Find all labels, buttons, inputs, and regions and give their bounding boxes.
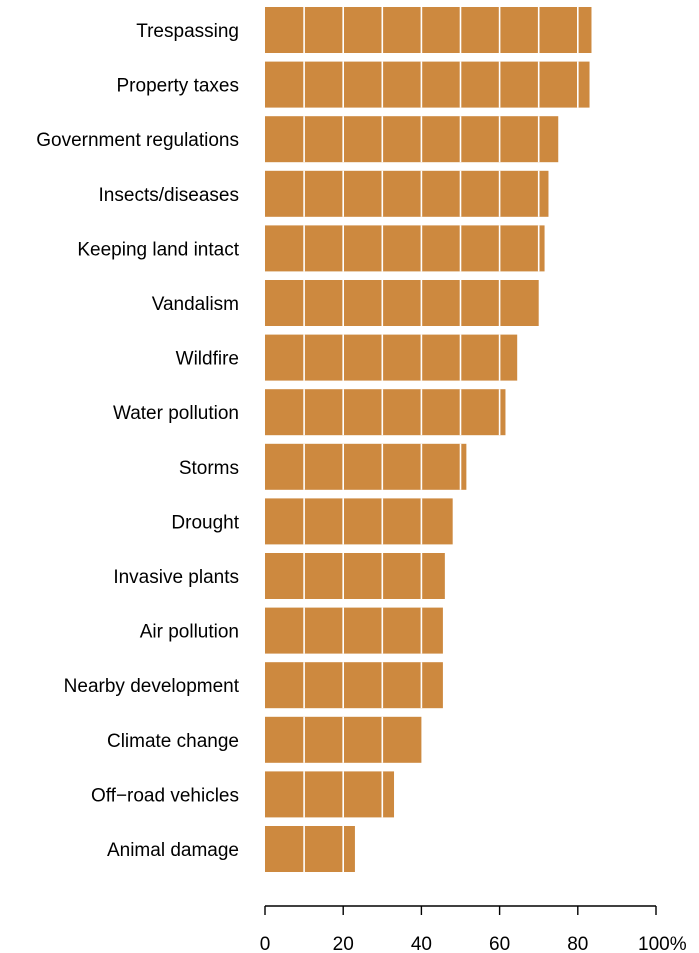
category-label: Air pollution bbox=[140, 622, 239, 643]
bar-1 bbox=[265, 7, 592, 53]
bar-16 bbox=[265, 826, 355, 872]
category-label: Animal damage bbox=[107, 840, 239, 861]
bar-13 bbox=[265, 662, 443, 709]
category-label: Off−road vehicles bbox=[91, 785, 239, 806]
x-axis: 0 20 40 60 80 100% bbox=[260, 905, 687, 953]
category-label: Government regulations bbox=[36, 130, 239, 151]
x-tick-label: 80 bbox=[567, 934, 588, 953]
x-tick-label: 100% bbox=[638, 934, 687, 953]
bar-4 bbox=[265, 170, 549, 217]
category-label: Water pollution bbox=[113, 403, 239, 424]
category-labels: Trespassing Property taxes Government regu… bbox=[36, 21, 239, 861]
x-tick-label: 60 bbox=[489, 934, 510, 953]
category-label: Climate change bbox=[107, 731, 239, 752]
bar-gridlines bbox=[303, 7, 579, 872]
bar-2 bbox=[265, 61, 590, 108]
category-label: Storms bbox=[179, 458, 239, 479]
category-label: Insects/diseases bbox=[99, 185, 239, 206]
category-label: Nearby development bbox=[64, 676, 240, 697]
bar-5 bbox=[265, 225, 545, 272]
category-label: Property taxes bbox=[117, 76, 240, 97]
bar-9 bbox=[265, 443, 467, 490]
category-label: Keeping land intact bbox=[77, 239, 239, 260]
bar-3 bbox=[265, 116, 559, 163]
bar-15 bbox=[265, 771, 395, 818]
bar-11 bbox=[265, 553, 445, 599]
bar-6 bbox=[265, 280, 539, 326]
category-label: Invasive plants bbox=[113, 567, 239, 588]
x-tick-label: 20 bbox=[333, 934, 354, 953]
x-tick-label: 0 bbox=[260, 934, 271, 953]
bar-7 bbox=[265, 334, 518, 381]
category-label: Wildfire bbox=[176, 349, 239, 370]
category-label: Drought bbox=[171, 512, 239, 533]
category-label: Vandalism bbox=[152, 294, 239, 315]
bar-12 bbox=[265, 607, 443, 654]
x-tick-label: 40 bbox=[411, 934, 432, 953]
bar-8 bbox=[265, 389, 506, 436]
bar-10 bbox=[265, 498, 453, 545]
category-label: Trespassing bbox=[136, 21, 239, 42]
bars-layer bbox=[265, 7, 592, 872]
